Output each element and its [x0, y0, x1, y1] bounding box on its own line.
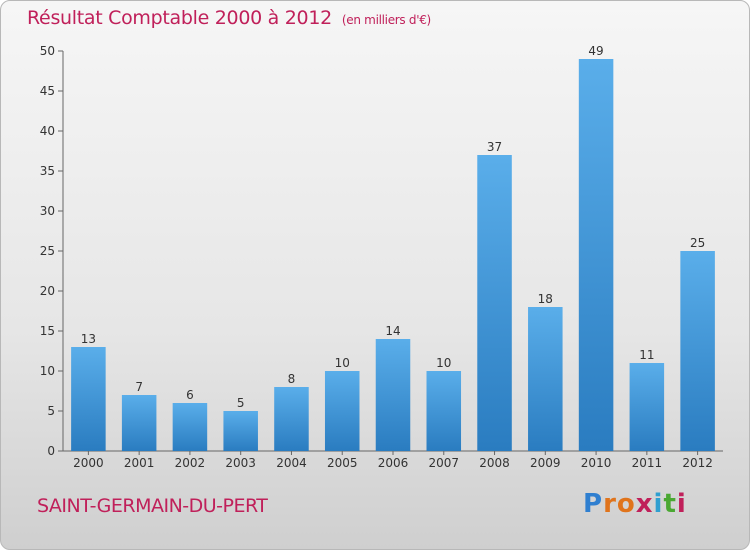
value-label: 18 [538, 292, 553, 306]
y-tick-label: 5 [47, 404, 55, 418]
bar-2008 [477, 155, 512, 451]
x-tick-label: 2012 [682, 456, 713, 470]
chart-title: Résultat Comptable 2000 à 2012 (en millie… [27, 7, 431, 29]
bar-2006 [375, 339, 411, 451]
x-tick-label: 2000 [73, 456, 104, 470]
proxiti-logo: Proxiti [583, 489, 687, 519]
y-tick-label: 35 [40, 164, 55, 178]
value-label: 10 [335, 356, 350, 370]
logo-letter: t [663, 489, 677, 519]
title-text: Résultat Comptable 2000 à 2012 [27, 7, 332, 29]
y-tick-label: 30 [40, 204, 55, 218]
x-tick-label: 2002 [175, 456, 206, 470]
x-tick-label: 2003 [225, 456, 256, 470]
value-label: 7 [135, 380, 143, 394]
x-tick-label: 2004 [276, 456, 307, 470]
logo-letter: o [616, 489, 636, 519]
value-label: 49 [588, 44, 603, 58]
y-tick-label: 25 [40, 244, 55, 258]
y-tick-label: 40 [40, 124, 55, 138]
logo-letter: x [635, 489, 654, 519]
value-label: 10 [436, 356, 451, 370]
x-tick-label: 2011 [632, 456, 663, 470]
y-tick-label: 20 [40, 284, 55, 298]
value-label: 37 [487, 140, 502, 154]
value-label: 11 [639, 348, 654, 362]
x-tick-label: 2006 [378, 456, 409, 470]
logo-letter: i [676, 489, 687, 519]
x-tick-label: 2005 [327, 456, 358, 470]
bar-2007 [426, 371, 462, 451]
value-label: 8 [288, 372, 296, 386]
bar-2004 [274, 387, 309, 451]
logo-letter: r [603, 489, 617, 519]
value-label: 25 [690, 236, 705, 250]
bar-2002 [172, 403, 208, 451]
y-tick-label: 10 [40, 364, 55, 378]
bar-2003 [223, 411, 258, 451]
logo-letter: i [653, 489, 664, 519]
bar-2010 [578, 59, 614, 451]
bar-2001 [121, 395, 157, 451]
logo-letter: P [583, 489, 604, 519]
bar-2012 [680, 251, 715, 451]
x-tick-label: 2001 [124, 456, 155, 470]
value-label: 5 [237, 396, 245, 410]
chart-subtitle: (en milliers d'€) [341, 13, 431, 27]
x-tick-label: 2009 [530, 456, 561, 470]
y-tick-label: 50 [40, 44, 55, 58]
value-label: 6 [186, 388, 194, 402]
value-label: 14 [385, 324, 400, 338]
x-tick-label: 2007 [428, 456, 459, 470]
commune-name: SAINT-GERMAIN-DU-PERT [37, 495, 268, 517]
bar-2009 [528, 307, 563, 451]
y-tick-label: 45 [40, 84, 55, 98]
bars [71, 59, 715, 451]
bar-2011 [629, 363, 665, 451]
y-tick-label: 15 [40, 324, 55, 338]
bar-2000 [71, 347, 106, 451]
bar-2005 [324, 371, 360, 451]
value-label: 13 [81, 332, 96, 346]
labels: 2000 13 2001 7 2002 6 2003 5 2004 8 2005 10 2006 14 20… [73, 44, 713, 470]
x-tick-label: 2008 [479, 456, 510, 470]
x-tick-label: 2010 [581, 456, 612, 470]
y-tick-label: 0 [47, 444, 55, 458]
